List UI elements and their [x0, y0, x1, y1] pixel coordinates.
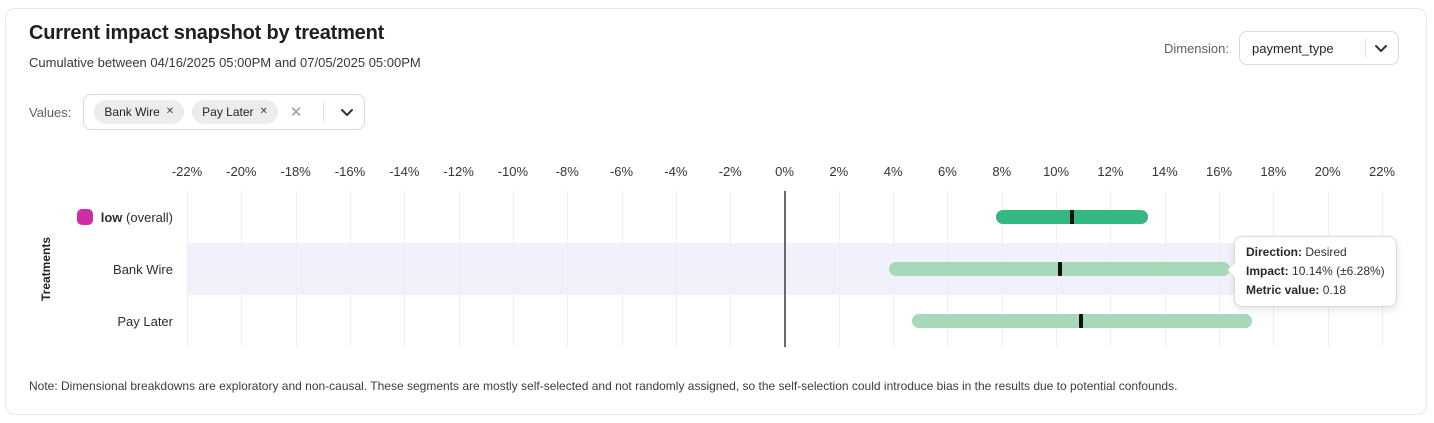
chip-label: Pay Later: [202, 105, 254, 119]
gridline: [730, 191, 732, 347]
tooltip-metric-row: Metric value: 0.18: [1246, 283, 1347, 297]
x-axis-tick-label: 2%: [829, 164, 849, 179]
chevron-down-icon: [1375, 44, 1387, 52]
row-label-text: Bank Wire: [113, 261, 173, 277]
x-axis-tick-label: 16%: [1206, 164, 1233, 179]
x-axis-tick-label: 14%: [1151, 164, 1178, 179]
row-labels: low (overall) Bank Wire Pay Later: [6, 191, 173, 347]
gridline: [349, 191, 351, 347]
x-axis-tick-label: -16%: [334, 164, 366, 179]
x-axis-tick-label: -12%: [443, 164, 474, 179]
value-chip-bank-wire[interactable]: Bank Wire ✕: [94, 100, 185, 124]
select-divider: [1365, 38, 1366, 58]
tooltip-impact-row: Impact: 10.14% (±6.28%): [1246, 264, 1385, 278]
value-chip-pay-later[interactable]: Pay Later ✕: [192, 100, 278, 124]
chip-remove-icon[interactable]: ✕: [259, 106, 268, 117]
chip-remove-icon[interactable]: ✕: [165, 106, 175, 117]
impact-snapshot-card: Current impact snapshot by treatment Cum…: [5, 8, 1427, 415]
gridline: [621, 191, 623, 347]
zero-line: [783, 191, 786, 347]
select-divider: [322, 102, 324, 122]
values-label: Values:: [29, 104, 72, 120]
gridline: [241, 191, 243, 347]
x-axis-tick-label: 0%: [775, 164, 794, 179]
row-label: Pay Later: [6, 295, 173, 347]
x-axis-tick-label: -4%: [664, 164, 688, 179]
x-axis-tick-label: 10%: [1043, 164, 1070, 179]
row-label-text: low (overall): [100, 209, 173, 225]
gridline: [458, 191, 460, 347]
x-axis-tick-label: -8%: [555, 164, 579, 179]
tooltip-direction-row: Direction: Desired: [1246, 245, 1347, 259]
gridline: [838, 191, 840, 347]
date-range-subtitle: Cumulative between 04/16/2025 05:00PM an…: [29, 55, 421, 70]
x-axis-tick-label: -20%: [226, 164, 257, 179]
gridline: [187, 191, 188, 347]
legend-swatch: [76, 209, 93, 225]
dimension-label: Dimension:: [1163, 40, 1229, 56]
gridline: [675, 191, 677, 347]
x-axis-tick-label: 8%: [992, 164, 1012, 179]
x-axis-tick-label: -14%: [389, 164, 420, 179]
row-label: Bank Wire: [6, 243, 173, 295]
x-axis-tick-label: -6%: [609, 164, 634, 179]
gridline: [295, 191, 297, 347]
dimension-control: Dimension: payment_type: [1164, 31, 1399, 65]
impact-point-marker: [1057, 262, 1062, 276]
x-axis: -22% -20% -18% -16% -14% -12% -10% -8% -6% -4% -2%…: [172, 164, 1395, 182]
x-axis-tick-label: 18%: [1260, 164, 1287, 179]
x-axis-tick-label: 22%: [1368, 164, 1396, 179]
gridline: [567, 191, 569, 347]
dimension-selected-value: payment_type: [1252, 40, 1334, 56]
x-axis-tick-label: -2%: [718, 164, 742, 179]
tooltip: Direction: Desired Impact: 10.14% (±6.28…: [1227, 236, 1397, 307]
dimension-select[interactable]: payment_type: [1239, 31, 1399, 65]
x-axis-tick-label: 20%: [1314, 164, 1341, 179]
plot-area: [187, 191, 1383, 347]
x-axis-tick-label: -10%: [497, 164, 529, 179]
page-title: Current impact snapshot by treatment: [29, 22, 385, 44]
chevron-down-icon[interactable]: [340, 108, 354, 117]
values-multiselect[interactable]: Bank Wire ✕ Pay Later ✕ ✕: [83, 94, 365, 130]
row-label-text: Pay Later: [117, 313, 173, 329]
clear-all-icon[interactable]: ✕: [289, 103, 303, 121]
gridline: [404, 191, 406, 347]
x-axis-tick-label: 4%: [883, 164, 903, 179]
impact-point-marker: [1070, 210, 1075, 224]
gridline: [512, 191, 514, 347]
x-axis-tick-label: 12%: [1097, 164, 1124, 179]
x-axis-tick-label: -22%: [171, 164, 203, 179]
row-label: low (overall): [6, 191, 173, 243]
impact-point-marker: [1078, 314, 1083, 328]
x-axis-tick-label: 6%: [938, 164, 957, 179]
footnote: Note: Dimensional breakdowns are explora…: [29, 379, 1178, 393]
chip-label: Bank Wire: [104, 105, 160, 119]
x-axis-tick-label: -18%: [280, 164, 311, 179]
values-control: Values: Bank Wire ✕ Pay Later ✕ ✕: [29, 94, 365, 130]
